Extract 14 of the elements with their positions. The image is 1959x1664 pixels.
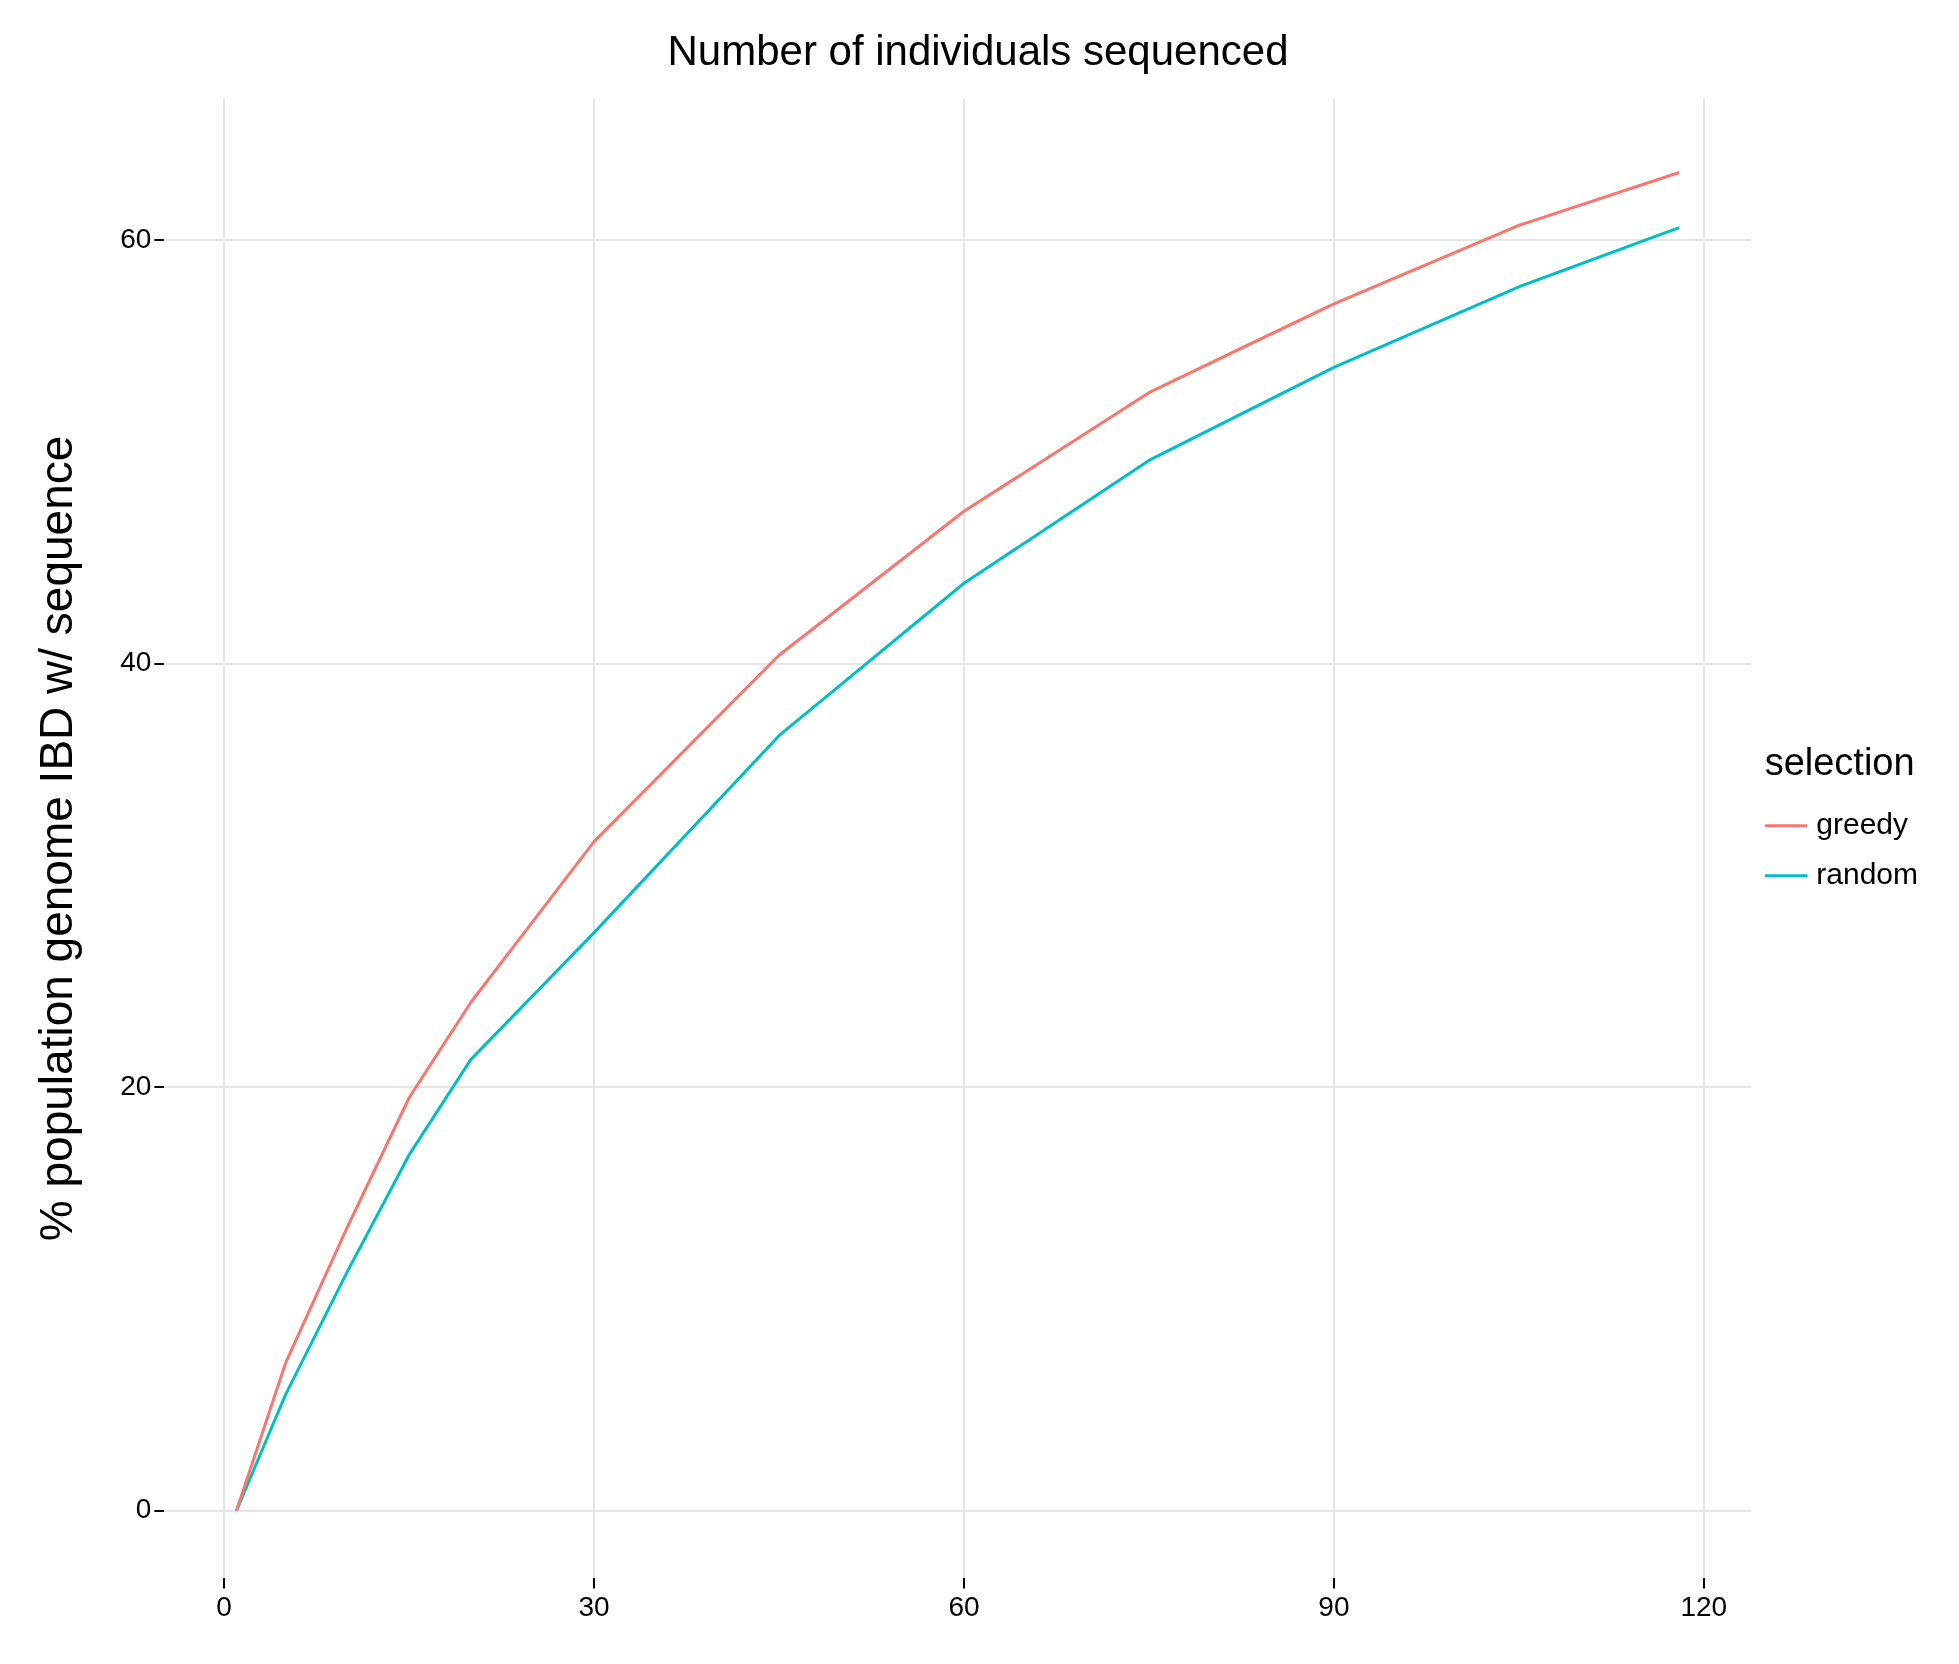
x-tick-label: 90 [1318, 1590, 1350, 1622]
legend-label: random [1816, 857, 1918, 891]
y-axis-title: % population genome IBD w/ sequence [30, 435, 83, 1242]
legend-title: selection [1764, 740, 1915, 783]
y-tick-label: 20 [120, 1069, 152, 1101]
chart-title: Number of individuals sequenced [667, 26, 1289, 74]
x-tick-label: 0 [216, 1590, 232, 1622]
legend-label: greedy [1816, 807, 1909, 841]
y-tick-label: 60 [120, 222, 152, 254]
x-tick-label: 120 [1680, 1590, 1728, 1622]
y-tick-label: 40 [120, 646, 152, 678]
y-tick-label: 0 [135, 1493, 152, 1525]
x-tick-label: 30 [578, 1590, 610, 1622]
x-tick-label: 60 [948, 1590, 980, 1622]
